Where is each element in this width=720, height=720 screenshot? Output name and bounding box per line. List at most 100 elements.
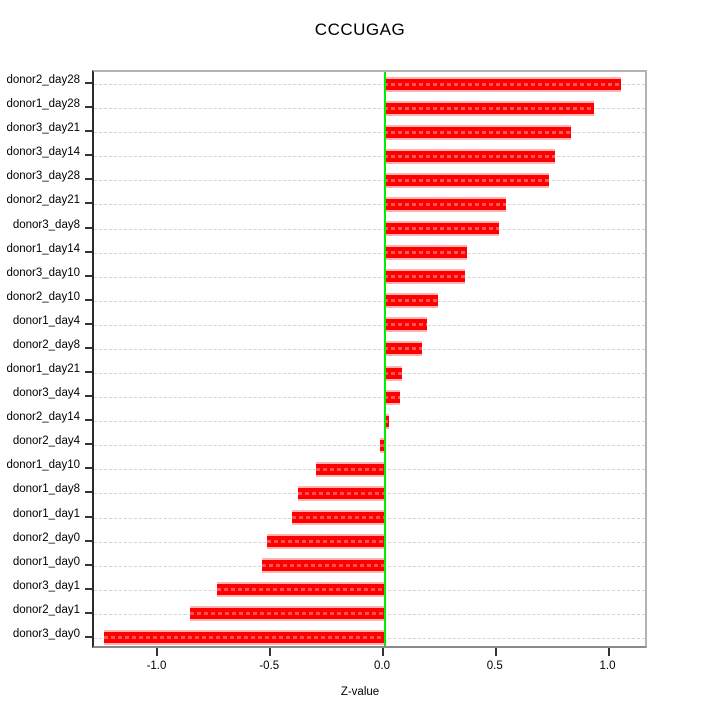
y-axis-label-donor3_day8: donor3_day8 — [12, 218, 80, 231]
bar-hatch — [384, 323, 427, 327]
bar-hatch — [384, 299, 439, 303]
bar-hatch — [384, 419, 389, 423]
bar — [384, 172, 549, 188]
y-axis-label-donor2_day10: donor2_day10 — [6, 290, 80, 303]
bar — [384, 100, 594, 116]
bar — [384, 124, 572, 140]
y-axis-label-donor3_day28: donor3_day28 — [6, 170, 80, 183]
bar — [104, 630, 384, 646]
gridline — [94, 228, 645, 230]
y-axis-label-donor1_day10: donor1_day10 — [6, 459, 80, 472]
y-axis-tick — [85, 130, 92, 133]
bar — [384, 413, 389, 429]
y-axis-tick — [85, 515, 92, 518]
y-axis-label-donor3_day14: donor3_day14 — [6, 146, 80, 159]
y-axis-label-donor3_day10: donor3_day10 — [6, 266, 80, 279]
x-axis-tick-label: -0.5 — [259, 660, 280, 672]
bar — [384, 148, 556, 164]
y-axis-tick — [85, 226, 92, 229]
bar-hatch — [384, 395, 400, 399]
bar-hatch — [266, 540, 384, 544]
y-axis-label-donor2_day0: donor2_day0 — [12, 531, 80, 544]
y-axis-label-donor1_day8: donor1_day8 — [12, 483, 80, 496]
bar-hatch — [316, 467, 384, 471]
bar — [262, 558, 384, 574]
gridline — [94, 276, 645, 278]
bar — [190, 606, 384, 622]
y-axis-label-donor2_day21: donor2_day21 — [6, 194, 80, 207]
y-axis-label-donor2_day1: donor2_day1 — [12, 603, 80, 616]
y-axis-label-donor1_day1: donor1_day1 — [12, 507, 80, 520]
x-axis-tick-label: 0.0 — [374, 660, 391, 672]
zero-reference-line — [384, 72, 387, 646]
gridline — [94, 300, 645, 302]
gridline — [94, 108, 645, 110]
bar — [384, 317, 427, 333]
y-axis-label-donor2_day4: donor2_day4 — [12, 435, 80, 448]
bar-hatch — [384, 371, 403, 375]
bar — [217, 582, 384, 598]
gridline — [94, 397, 645, 399]
y-axis-tick — [85, 82, 92, 85]
bar-hatch — [384, 347, 423, 351]
bar — [379, 437, 384, 453]
y-axis-tick — [85, 154, 92, 157]
bar — [266, 534, 384, 550]
bar-hatch — [384, 130, 572, 134]
x-axis-title: Z-value — [340, 686, 380, 698]
y-axis-tick — [85, 322, 92, 325]
y-axis-tick — [85, 587, 92, 590]
plot-frame — [92, 70, 647, 648]
plot-area — [94, 72, 645, 646]
gridline — [94, 204, 645, 206]
y-axis-label-donor2_day8: donor2_day8 — [12, 338, 80, 351]
y-axis-label-donor1_day14: donor1_day14 — [6, 242, 80, 255]
y-axis-tick — [85, 178, 92, 181]
bar — [384, 196, 506, 212]
y-axis-label-donor3_day4: donor3_day4 — [12, 387, 80, 400]
y-axis-tick — [85, 298, 92, 301]
bar-hatch — [104, 636, 384, 640]
gridline — [94, 156, 645, 158]
x-axis-tick — [269, 648, 272, 656]
gridline — [94, 132, 645, 134]
gridline — [94, 445, 645, 447]
y-axis-tick — [85, 539, 92, 542]
bar — [384, 269, 466, 285]
gridline — [94, 84, 645, 86]
bar — [384, 76, 621, 92]
y-axis-label-donor1_day28: donor1_day28 — [6, 98, 80, 111]
bar-hatch — [190, 612, 384, 616]
bar-hatch — [384, 227, 500, 231]
bar — [384, 341, 423, 357]
y-axis-tick — [85, 563, 92, 566]
gridline — [94, 252, 645, 254]
bar-hatch — [262, 564, 384, 568]
chart-title: CCCUGAG — [314, 20, 406, 39]
x-axis-tick — [494, 648, 497, 656]
y-axis-tick — [85, 443, 92, 446]
y-axis-tick — [85, 371, 92, 374]
y-axis-tick — [85, 611, 92, 614]
y-axis-label-donor1_day21: donor1_day21 — [6, 363, 80, 376]
y-axis-tick — [85, 202, 92, 205]
gridline — [94, 348, 645, 350]
bar-hatch — [384, 106, 594, 110]
y-axis-label-donor1_day0: donor1_day0 — [12, 555, 80, 568]
y-axis-tick — [85, 346, 92, 349]
bar-hatch — [384, 154, 556, 158]
bar-hatch — [384, 251, 468, 255]
y-axis-tick — [85, 274, 92, 277]
y-axis-tick — [85, 250, 92, 253]
y-axis-label-donor3_day21: donor3_day21 — [6, 122, 80, 135]
bar-hatch — [384, 178, 549, 182]
bar-hatch — [298, 491, 384, 495]
y-axis-label-donor3_day0: donor3_day0 — [12, 627, 80, 640]
gridline — [94, 373, 645, 375]
gridline — [94, 180, 645, 182]
bar — [384, 389, 400, 405]
bar — [291, 510, 384, 526]
bar-hatch — [384, 275, 466, 279]
y-axis-label-donor1_day4: donor1_day4 — [12, 314, 80, 327]
